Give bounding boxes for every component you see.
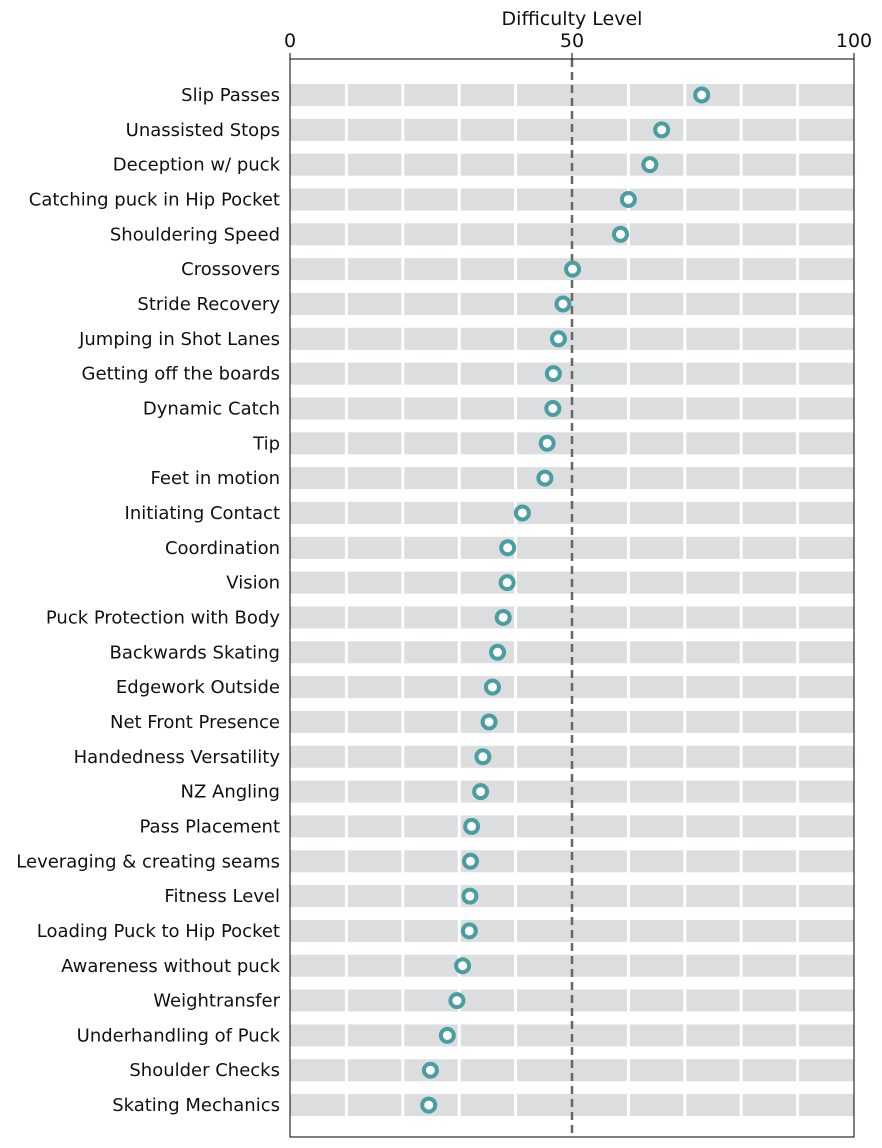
category-label: Shouldering Speed <box>110 224 280 245</box>
category-label: Tip <box>252 433 280 454</box>
category-label: Net Front Presence <box>110 712 280 733</box>
data-point <box>448 992 466 1010</box>
category-band <box>290 188 854 211</box>
category-band <box>290 501 854 524</box>
category-label: Feet in motion <box>151 468 280 489</box>
category-label: Slip Passes <box>181 85 280 106</box>
data-point <box>420 1096 438 1114</box>
category-band <box>290 954 854 977</box>
data-point <box>438 1026 456 1044</box>
x-axis-title: Difficulty Level <box>502 8 643 30</box>
category-band <box>290 745 854 768</box>
category-label: Loading Puck to Hip Pocket <box>37 921 280 942</box>
category-label: Awareness without puck <box>61 956 280 977</box>
x-tick-label: 0 <box>284 30 296 52</box>
category-label: Fitness Level <box>164 886 280 907</box>
category-label: Underhandling of Puck <box>77 1025 281 1046</box>
data-point <box>544 365 562 383</box>
x-tick-label: 50 <box>560 30 584 52</box>
data-point <box>549 330 567 348</box>
data-point <box>483 678 501 696</box>
category-label: Getting off the boards <box>82 364 280 385</box>
x-tick-label: 100 <box>836 30 872 52</box>
data-point <box>499 539 517 557</box>
data-point <box>463 817 481 835</box>
data-point <box>564 260 582 278</box>
data-point <box>489 643 507 661</box>
category-label: Pass Placement <box>140 816 280 837</box>
data-point <box>538 434 556 452</box>
category-label: Puck Protection with Body <box>46 607 280 628</box>
data-point <box>612 225 630 243</box>
category-label: Crossovers <box>181 259 280 280</box>
data-point <box>544 399 562 417</box>
category-label: Unassisted Stops <box>126 120 280 141</box>
category-band <box>290 397 854 420</box>
category-label: Weightransfer <box>153 991 280 1012</box>
data-point <box>498 574 516 592</box>
category-label: Initiating Contact <box>125 503 280 524</box>
category-band <box>290 641 854 664</box>
category-label: Vision <box>226 573 280 594</box>
marker-layer <box>420 86 711 1114</box>
category-label: Stride Recovery <box>137 294 280 315</box>
data-point <box>513 504 531 522</box>
data-point <box>421 1061 439 1079</box>
data-point <box>619 190 637 208</box>
data-point <box>480 713 498 731</box>
category-label: Catching puck in Hip Pocket <box>29 189 280 210</box>
data-point <box>460 922 478 940</box>
category-band <box>290 850 854 873</box>
data-point <box>554 295 572 313</box>
category-label: Jumping in Shot Lanes <box>78 329 280 350</box>
category-band <box>290 710 854 733</box>
data-point <box>693 86 711 104</box>
data-point <box>641 156 659 174</box>
x-tick-layer: 0 50 100 <box>284 30 872 59</box>
data-point <box>653 121 671 139</box>
band-layer <box>290 84 854 1117</box>
category-label: Deception w/ puck <box>113 155 281 176</box>
category-label: Shoulder Checks <box>129 1060 280 1081</box>
data-point <box>461 887 479 905</box>
data-point <box>461 852 479 870</box>
data-point <box>454 957 472 975</box>
category-band <box>290 84 854 106</box>
category-label: Backwards Skating <box>109 642 280 663</box>
category-label: NZ Angling <box>180 782 280 803</box>
category-band <box>290 292 854 315</box>
category-label: Handedness Versatility <box>74 747 281 768</box>
data-point <box>474 748 492 766</box>
category-label: Coordination <box>165 538 280 559</box>
data-point <box>494 608 512 626</box>
category-label: Edgework Outside <box>116 677 280 698</box>
band-divider-layer <box>344 59 800 1137</box>
data-point <box>536 469 554 487</box>
category-label: Skating Mechanics <box>112 1095 280 1116</box>
data-point <box>472 783 490 801</box>
category-band <box>290 606 854 629</box>
category-label-layer: Slip Passes Unassisted Stops Deception w/ … <box>16 85 280 1116</box>
category-label: Leveraging & creating seams <box>16 851 280 872</box>
category-label: Dynamic Catch <box>143 398 280 419</box>
